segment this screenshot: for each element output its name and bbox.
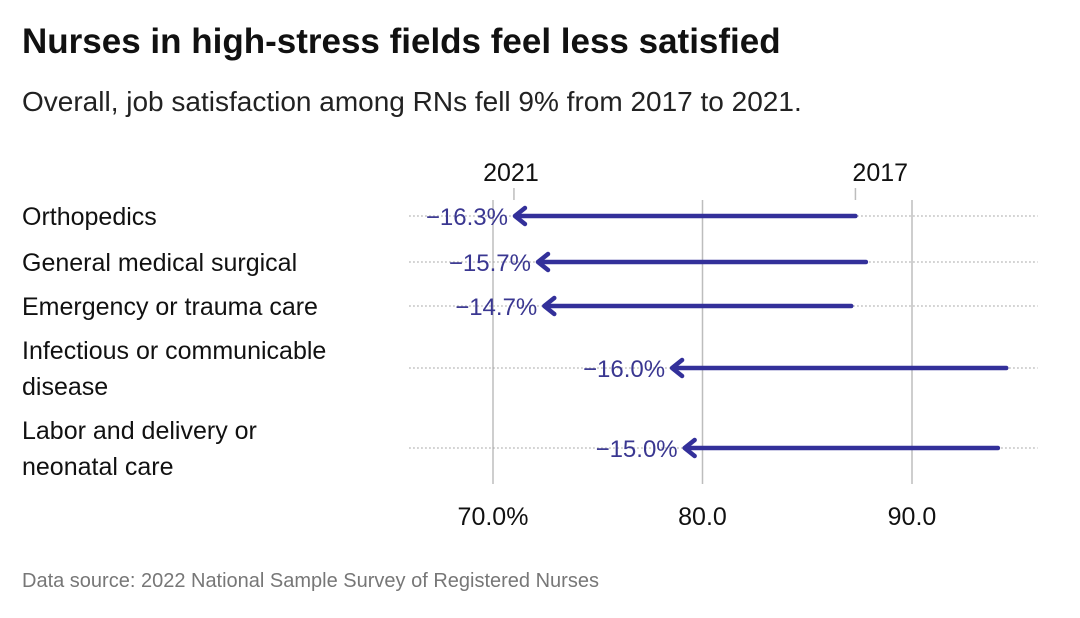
x-tick-label: 80.0 [678,503,727,531]
series-label-2017: 2017 [852,159,908,187]
category-label: disease [22,373,108,401]
category-label: Orthopedics [22,203,157,231]
data-label: −14.7% [455,294,537,321]
chart-title: Nurses in high-stress fields feel less s… [22,22,781,61]
arrow-head [682,437,697,459]
data-label: −16.0% [583,356,665,383]
category-label: Labor and delivery or [22,417,257,445]
category-label: neonatal care [22,453,174,481]
category-label: Infectious or communicable [22,337,326,365]
data-source: Data source: 2022 National Sample Survey… [22,570,599,592]
arrow-head [669,357,685,379]
category-label: Emergency or trauma care [22,293,318,321]
data-label: −15.7% [449,250,531,277]
arrow-head [512,205,528,227]
data-label: −15.0% [596,436,678,463]
category-label: General medical surgical [22,249,297,277]
arrow-head [535,251,551,273]
data-label: −16.3% [426,204,508,231]
arrow-head [542,295,557,317]
x-tick-label: 70.0% [458,503,529,531]
x-tick-label: 90.0 [888,503,937,531]
series-label-2021: 2021 [483,159,539,187]
chart-subtitle: Overall, job satisfaction among RNs fell… [22,86,802,117]
